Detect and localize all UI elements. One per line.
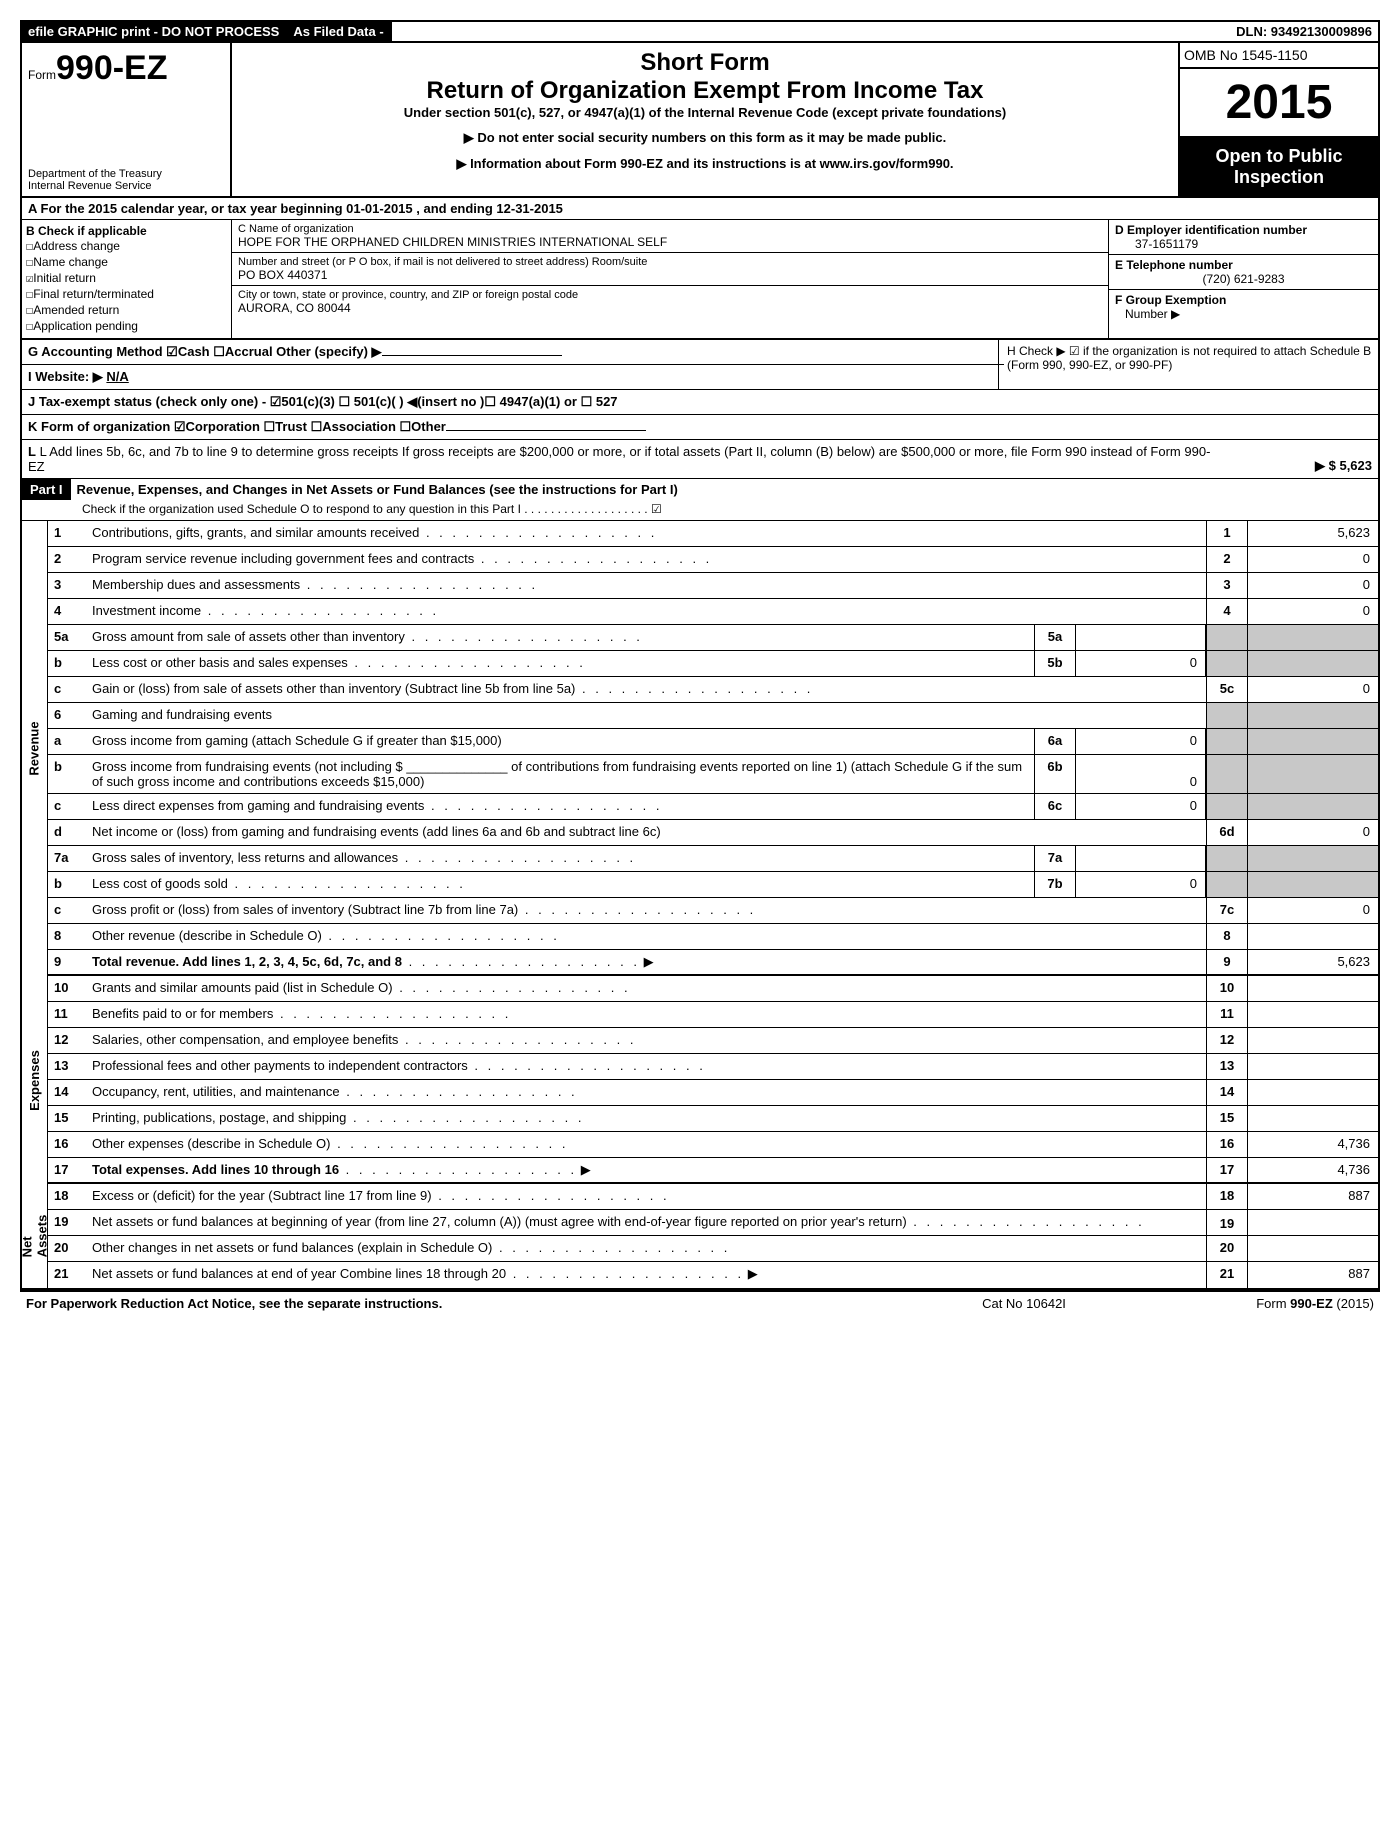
title-short-form: Short Form [238, 49, 1172, 77]
amt-6a: 0 [1076, 729, 1206, 754]
col-b: B Check if applicable ☐Address change ☐N… [22, 220, 232, 338]
topbar: efile GRAPHIC print - DO NOT PROCESS As … [22, 22, 1378, 43]
chk-final[interactable]: ☐Final return/terminated [26, 286, 227, 302]
amt-4: 0 [1248, 599, 1378, 624]
row-gh: G Accounting Method ☑Cash ☐Accrual Other… [22, 340, 1378, 390]
netassets-block: Net Assets 18Excess or (deficit) for the… [22, 1184, 1378, 1290]
col-def: D Employer identification number 37-1651… [1108, 220, 1378, 338]
amt-18: 887 [1248, 1184, 1378, 1209]
ein: 37-1651179 [1115, 237, 1372, 251]
note-info: ▶ Information about Form 990-EZ and its … [238, 156, 1172, 172]
form-ref: Form 990-EZ (2015) [1174, 1296, 1374, 1311]
tax-year: 2015 [1180, 69, 1378, 138]
phone: (720) 621-9283 [1115, 272, 1372, 286]
website[interactable]: N/A [106, 369, 128, 384]
org-name: HOPE FOR THE ORPHANED CHILDREN MINISTRIE… [238, 235, 1102, 249]
amt-7b: 0 [1076, 872, 1206, 897]
row-k: K Form of organization ☑Corporation ☐Tru… [22, 415, 1378, 440]
subtitle: Under section 501(c), 527, or 4947(a)(1)… [238, 105, 1172, 120]
amt-2: 0 [1248, 547, 1378, 572]
amt-7c: 0 [1248, 898, 1378, 923]
col-c: C Name of organization HOPE FOR THE ORPH… [232, 220, 1108, 338]
part-i-header: Part I Revenue, Expenses, and Changes in… [22, 479, 1378, 521]
info-block: B Check if applicable ☐Address change ☐N… [22, 220, 1378, 340]
efile-notice: efile GRAPHIC print - DO NOT PROCESS [22, 22, 287, 41]
h-check: H Check ▶ ☑ if the organization is not r… [998, 340, 1378, 389]
amt-6b: 0 [1076, 755, 1206, 793]
omb-no: OMB No 1545-1150 [1180, 43, 1378, 69]
amt-5c: 0 [1248, 677, 1378, 702]
title-return: Return of Organization Exempt From Incom… [238, 77, 1172, 105]
footer: For Paperwork Reduction Act Notice, see … [20, 1292, 1380, 1315]
open-public: Open to Public Inspection [1180, 138, 1378, 196]
chk-amended[interactable]: ☐Amended return [26, 302, 227, 318]
amt-1: 5,623 [1248, 521, 1378, 546]
chk-initial[interactable]: ☑Initial return [26, 270, 227, 286]
form-number: Form990-EZ [22, 43, 230, 94]
amt-16: 4,736 [1248, 1132, 1378, 1157]
as-filed: As Filed Data - [287, 22, 391, 41]
department: Department of the Treasury Internal Reve… [22, 164, 230, 196]
org-city: AURORA, CO 80044 [238, 301, 1102, 315]
header: Form990-EZ Department of the Treasury In… [22, 43, 1378, 198]
org-address: PO BOX 440371 [238, 268, 1102, 282]
amt-6c: 0 [1076, 794, 1206, 819]
row-a: A For the 2015 calendar year, or tax yea… [22, 198, 1378, 220]
amt-3: 0 [1248, 573, 1378, 598]
note-ssn: ▶ Do not enter social security numbers o… [238, 130, 1172, 146]
amt-21: 887 [1248, 1262, 1378, 1288]
form-990ez: efile GRAPHIC print - DO NOT PROCESS As … [20, 20, 1380, 1292]
amt-5b: 0 [1076, 651, 1206, 676]
row-l: L L Add lines 5b, 6c, and 7b to line 9 t… [22, 440, 1378, 479]
expenses-block: Expenses 10Grants and similar amounts pa… [22, 976, 1378, 1184]
chk-name[interactable]: ☐Name change [26, 254, 227, 270]
g-accounting: G Accounting Method ☑Cash ☐Accrual Other… [28, 344, 382, 359]
chk-pending[interactable]: ☐Application pending [26, 318, 227, 334]
amt-9: 5,623 [1248, 950, 1378, 974]
dln: DLN: 93492130009896 [1230, 22, 1378, 41]
amt-6d: 0 [1248, 820, 1378, 845]
revenue-block: Revenue 1Contributions, gifts, grants, a… [22, 521, 1378, 976]
amt-17: 4,736 [1248, 1158, 1378, 1182]
chk-address[interactable]: ☐Address change [26, 238, 227, 254]
row-j: J Tax-exempt status (check only one) - ☑… [22, 390, 1378, 415]
